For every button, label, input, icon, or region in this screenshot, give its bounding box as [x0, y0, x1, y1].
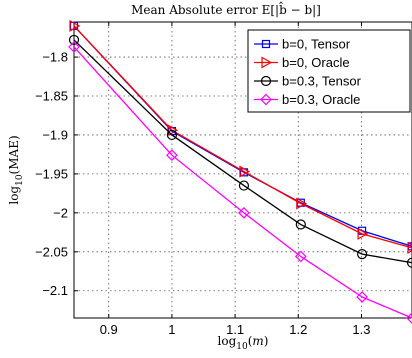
legend: b=0, Tensor b=0, Oracle b=0.3, Tensor b=0.3… [247, 29, 411, 113]
legend-entry: b=0.3, Oracle [254, 92, 360, 107]
data-point [166, 129, 178, 141]
legend-entry: b=0, Tensor [254, 37, 351, 52]
data-point [166, 149, 178, 162]
x-axis-label: log10(m) [218, 334, 269, 352]
data-point [69, 19, 81, 32]
data-point [238, 180, 250, 191]
y-axis-label: log10(MAE) [7, 135, 25, 204]
data-point [407, 241, 412, 254]
y-tick-label: −1.9 [42, 127, 68, 142]
data-point [238, 206, 250, 219]
y-tick-label: −1.95 [35, 166, 68, 181]
series-4 [68, 41, 412, 324]
legend-label: b=0, Oracle [282, 55, 350, 70]
y-tick-label: −2 [53, 205, 68, 220]
legend-entry: b=0.3, Tensor [254, 74, 362, 89]
data-point [357, 227, 369, 240]
plot-frame [73, 21, 412, 319]
legend-marker [261, 39, 271, 49]
series-line [73, 39, 412, 264]
x-tick-label: 1 [168, 322, 175, 337]
legend-label: b=0, Tensor [282, 37, 351, 52]
axis-ticks: 0.9 1 1.1 1.2 1.3 −1.8 −1.85 −1.9 −1.95 −2 −2.05 −2… [35, 22, 370, 337]
y-tick-label: −2.1 [42, 283, 68, 298]
legend-marker [260, 75, 272, 87]
series-line [73, 25, 412, 249]
x-tick-label: 1.1 [226, 322, 244, 337]
series-line [73, 46, 412, 319]
data-point [294, 250, 307, 263]
data-point [68, 41, 80, 53]
data-point [239, 165, 251, 178]
series-3 [68, 34, 412, 268]
y-tick-label: −1.85 [35, 89, 68, 104]
x-tick-label: 1.3 [352, 322, 370, 337]
y-tick-label: −1.8 [42, 50, 68, 65]
legend-label: b=0.3, Oracle [282, 92, 360, 107]
data-point [406, 312, 412, 324]
data-point [356, 291, 368, 303]
legend-marker [260, 93, 272, 106]
legend-entry: b=0, Oracle [254, 55, 350, 70]
y-tick-label: −2.05 [35, 244, 68, 259]
data-point [68, 34, 80, 46]
chart-title: Mean Absolute error E[|b̂ − b|] [131, 0, 321, 17]
x-tick-label: 0.9 [100, 322, 118, 337]
data-point [406, 257, 412, 268]
legend-label: b=0.3, Tensor [282, 74, 362, 89]
series-layer [68, 19, 412, 324]
x-tick-label: 1.2 [289, 322, 307, 337]
data-point [356, 249, 368, 260]
data-point [296, 197, 308, 210]
legend-marker [261, 56, 273, 69]
data-point [295, 219, 306, 230]
